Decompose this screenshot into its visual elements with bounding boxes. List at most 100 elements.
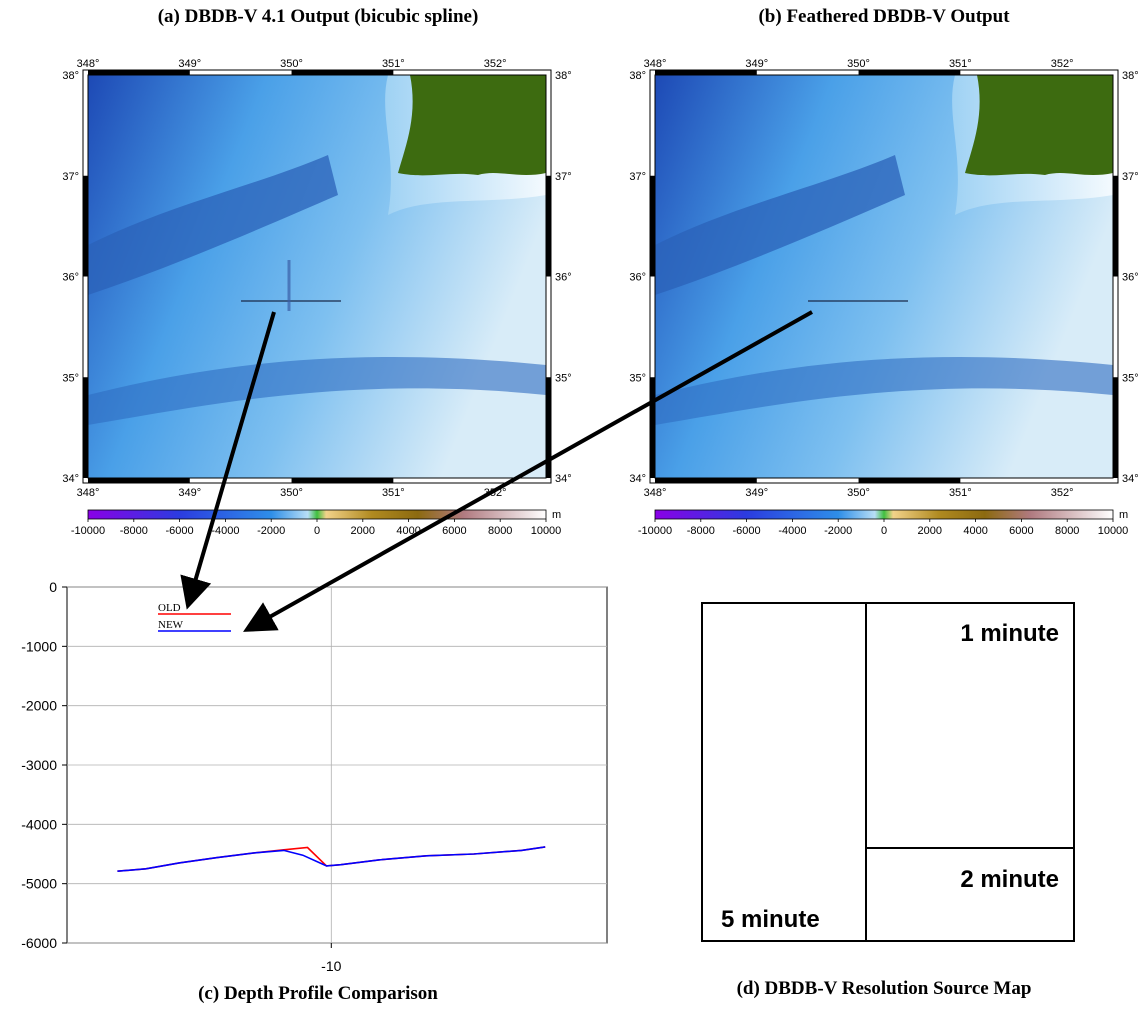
y-tick-label: -5000 [21, 876, 57, 892]
map-frame-tick [858, 478, 961, 483]
colorbar-tick-label: 4000 [396, 525, 420, 537]
lon-tick-bottom: 351° [949, 487, 972, 499]
lat-tick-right: 37° [555, 171, 572, 183]
label-5-minute: 5 minute [721, 906, 820, 933]
lat-tick-left: 37° [629, 171, 646, 183]
colorbar-tick-label: -10000 [638, 525, 672, 537]
resolution-divider-vertical [865, 604, 867, 940]
colorbar-tick-label: -6000 [166, 525, 194, 537]
colorbar-tick-label: 8000 [488, 525, 512, 537]
lon-tick-top: 351° [949, 58, 972, 70]
map-panel-a: 348° 348° 349° 349° 350° 350° 351° 351° 352° 352°… [62, 58, 572, 537]
lat-tick-right: 38° [555, 70, 572, 82]
lat-tick-right: 35° [1122, 372, 1139, 384]
colorbar-unit: m [1119, 509, 1128, 521]
lon-tick-top: 349° [178, 58, 201, 70]
legend-label-new: NEW [158, 619, 184, 631]
colorbar-tick-label: -4000 [211, 525, 239, 537]
colorbar-tick-label: 0 [314, 525, 320, 537]
colorbar-tick-label: 4000 [963, 525, 987, 537]
y-tick-label: -1000 [21, 638, 57, 654]
colorbar-tick-label: -2000 [257, 525, 285, 537]
lat-tick-right: 38° [1122, 70, 1139, 82]
map-frame-tick [650, 175, 655, 277]
colorbar-unit: m [552, 509, 561, 521]
lat-tick-right: 35° [555, 372, 572, 384]
resolution-map: 1 minute 2 minute 5 minute [701, 602, 1075, 942]
series-line-new [117, 846, 546, 872]
lon-tick-bottom: 351° [382, 487, 405, 499]
colorbar-tick-label: -8000 [687, 525, 715, 537]
lat-tick-left: 36° [62, 272, 79, 284]
map-frame-tick [88, 478, 190, 483]
map-frame-tick [291, 70, 394, 75]
map-frame-tick [83, 377, 88, 478]
map-panel-b: 348° 348° 349° 349° 350° 350° 351° 351° 352° 352°… [629, 58, 1139, 537]
lat-tick-left: 34° [62, 473, 79, 485]
map-frame-tick [655, 478, 757, 483]
colorbar-tick-label: -4000 [778, 525, 806, 537]
panel-d-title: (d) DBDB-V Resolution Source Map [736, 978, 1032, 999]
panel-b-title: (b) Feathered DBDB-V Output [758, 6, 1010, 27]
label-2-minute: 2 minute [960, 866, 1059, 893]
lat-tick-right: 36° [555, 272, 572, 284]
map-frame-tick [655, 70, 757, 75]
lat-tick-left: 38° [629, 70, 646, 82]
map-land [965, 75, 1113, 176]
y-tick-label: -3000 [21, 757, 57, 773]
lat-tick-right: 36° [1122, 272, 1139, 284]
map-frame-tick [546, 377, 551, 478]
lon-tick-bottom: 350° [280, 487, 303, 499]
chart-title: (c) Depth Profile Comparison [198, 983, 438, 1004]
lon-tick-top: 352° [1051, 58, 1074, 70]
panel-a-title: (a) DBDB-V 4.1 Output (bicubic spline) [157, 6, 479, 27]
colorbar [654, 509, 1114, 520]
lon-tick-bottom: 349° [178, 487, 201, 499]
lat-tick-right: 34° [555, 473, 572, 485]
lon-tick-top: 348° [77, 58, 100, 70]
colorbar-tick-label: 2000 [351, 525, 375, 537]
map-frame-tick [858, 70, 961, 75]
lon-tick-top: 350° [847, 58, 870, 70]
legend-label-old: OLD [158, 602, 181, 614]
lon-tick-bottom: 352° [484, 487, 507, 499]
colorbar-tick-label: 6000 [1009, 525, 1033, 537]
colorbar-tick-label: 2000 [918, 525, 942, 537]
lat-tick-left: 35° [62, 372, 79, 384]
colorbar-tick-label: 6000 [442, 525, 466, 537]
lon-tick-top: 349° [745, 58, 768, 70]
lon-tick-top: 351° [382, 58, 405, 70]
lat-tick-right: 34° [1122, 473, 1139, 485]
lon-tick-top: 350° [280, 58, 303, 70]
colorbar [87, 509, 547, 520]
lon-tick-bottom: 352° [1051, 487, 1074, 499]
lat-tick-left: 34° [629, 473, 646, 485]
lon-tick-top: 352° [484, 58, 507, 70]
map-frame-tick [1113, 175, 1118, 277]
map-land [398, 75, 546, 176]
lat-tick-left: 37° [62, 171, 79, 183]
y-tick-label: 0 [49, 579, 57, 595]
colorbar-tick-label: -2000 [824, 525, 852, 537]
colorbar-tick-label: -8000 [120, 525, 148, 537]
map-frame-tick [546, 175, 551, 277]
map-frame-tick [1113, 377, 1118, 478]
lon-tick-bottom: 350° [847, 487, 870, 499]
colorbar-tick-label: 10000 [531, 525, 562, 537]
lat-tick-right: 37° [1122, 171, 1139, 183]
depth-profile-chart: 0 -1000 -2000 -3000 -4000 -5000 -6000 -10 OLD NEW [21, 579, 608, 974]
resolution-divider-horizontal [865, 847, 1073, 849]
x-tick-label: -10 [321, 958, 341, 974]
map-ridge [88, 155, 338, 295]
lon-tick-bottom: 349° [745, 487, 768, 499]
colorbar-tick-label: -6000 [733, 525, 761, 537]
colorbar-tick-label: 8000 [1055, 525, 1079, 537]
lon-tick-bottom: 348° [77, 487, 100, 499]
colorbar-tick-label: -10000 [71, 525, 105, 537]
map-frame-tick [291, 478, 394, 483]
map-frame-tick [83, 175, 88, 277]
colorbar-tick-label: 10000 [1098, 525, 1129, 537]
lat-tick-left: 35° [629, 372, 646, 384]
y-tick-label: -6000 [21, 935, 57, 951]
lon-tick-top: 348° [644, 58, 667, 70]
